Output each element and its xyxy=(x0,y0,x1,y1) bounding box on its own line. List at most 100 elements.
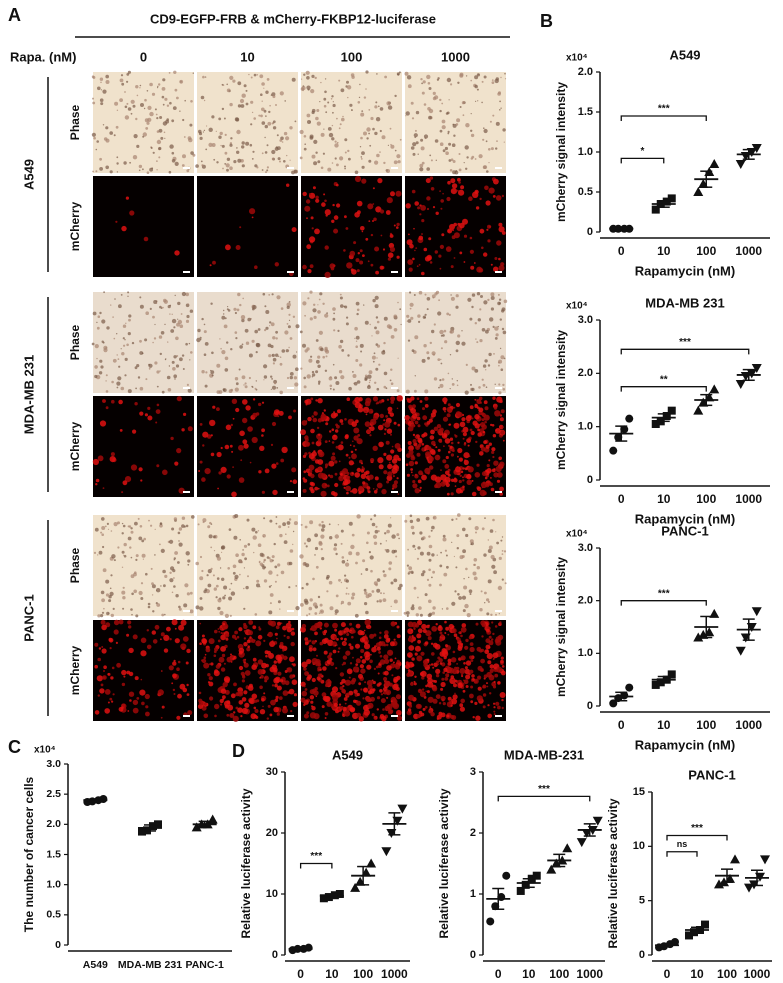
cell-speck xyxy=(303,385,307,389)
cell-speck xyxy=(353,699,357,703)
cell-speck xyxy=(363,588,367,592)
cell-speck xyxy=(263,375,268,379)
cell-speck xyxy=(305,420,308,423)
x-tick-label: 100 xyxy=(717,967,737,981)
cell-speck xyxy=(302,89,304,92)
data-point xyxy=(730,854,740,864)
cell-speck xyxy=(117,546,120,549)
cell-speck xyxy=(312,417,318,423)
cell-speck xyxy=(249,636,252,639)
cell-speck xyxy=(414,548,416,550)
cell-speck xyxy=(126,343,129,347)
cell-speck xyxy=(97,657,101,662)
cell-speck xyxy=(330,98,333,100)
cell-speck xyxy=(473,262,476,264)
cell-speck xyxy=(363,96,367,99)
scale-bar xyxy=(495,715,502,717)
cell-speck xyxy=(223,117,226,120)
cell-speck xyxy=(154,554,156,556)
cell-speck xyxy=(158,156,161,159)
cell-speck xyxy=(203,129,206,132)
cell-speck xyxy=(382,717,385,720)
cell-speck xyxy=(287,691,291,694)
cell-speck xyxy=(491,447,496,452)
cell-speck xyxy=(384,75,387,79)
cell-speck xyxy=(421,82,423,85)
cell-speck xyxy=(303,667,307,671)
cell-speck xyxy=(136,697,140,700)
cell-speck xyxy=(255,640,262,647)
cell-speck xyxy=(428,568,431,572)
cell-speck xyxy=(92,170,94,173)
cell-speck xyxy=(325,683,329,688)
cell-speck xyxy=(269,713,273,717)
cell-speck xyxy=(150,147,153,149)
cell-speck xyxy=(355,335,360,340)
cell-speck xyxy=(261,121,266,125)
cell-speck xyxy=(379,209,385,214)
cell-speck xyxy=(417,153,419,155)
cell-speck xyxy=(478,268,484,273)
cell-speck xyxy=(337,524,340,526)
cell-speck xyxy=(444,340,448,344)
cell-speck xyxy=(462,218,468,225)
micrograph-bg xyxy=(405,72,506,173)
cell-speck xyxy=(155,113,158,116)
cell-speck xyxy=(438,658,443,663)
cell-speck xyxy=(441,677,445,681)
x-tick-label: 0 xyxy=(297,967,304,981)
cell-speck xyxy=(486,612,490,616)
cell-speck xyxy=(500,539,503,542)
cell-speck xyxy=(351,269,357,275)
cell-speck xyxy=(364,320,369,325)
cell-speck xyxy=(288,346,290,349)
cell-speck xyxy=(257,530,260,532)
cell-speck xyxy=(450,478,455,482)
cell-speck xyxy=(252,150,255,153)
cell-speck xyxy=(252,398,256,401)
cell-speck xyxy=(359,343,364,348)
cell-speck xyxy=(124,476,132,483)
cell-speck xyxy=(439,190,441,193)
cell-speck xyxy=(102,89,107,94)
cell-speck xyxy=(397,73,400,76)
cell-speck xyxy=(143,236,149,242)
cell-speck xyxy=(278,525,282,529)
cell-speck xyxy=(393,224,396,227)
cell-speck xyxy=(390,143,392,146)
cell-speck xyxy=(259,562,264,566)
cell-speck xyxy=(493,472,499,478)
cell-speck xyxy=(332,111,334,114)
cell-speck xyxy=(120,348,122,350)
cell-speck xyxy=(125,322,127,324)
cell-speck xyxy=(164,323,166,326)
cell-speck xyxy=(245,102,249,106)
cell-speck xyxy=(203,702,207,706)
cell-speck xyxy=(371,713,375,717)
cell-speck xyxy=(318,330,323,335)
cell-speck xyxy=(289,372,294,376)
cell-speck xyxy=(216,363,221,368)
cell-speck xyxy=(305,199,311,204)
cell-speck xyxy=(286,154,288,157)
y-tick-label: 3 xyxy=(470,766,476,778)
cell-speck xyxy=(497,634,504,641)
cell-speck xyxy=(144,98,147,102)
cell-speck xyxy=(212,260,216,265)
cell-speck xyxy=(361,462,363,465)
cell-speck xyxy=(306,113,311,118)
cell-speck xyxy=(309,317,313,321)
cell-speck xyxy=(360,112,365,117)
cell-speck xyxy=(487,364,491,367)
cell-speck xyxy=(457,682,463,689)
cell-speck xyxy=(396,395,403,402)
cell-speck xyxy=(490,307,494,311)
y-tick-label: 2.0 xyxy=(578,595,593,607)
cell-speck xyxy=(102,568,107,573)
cell-speck xyxy=(484,517,486,519)
cell-speck xyxy=(336,638,339,641)
cell-speck xyxy=(132,104,136,108)
cell-speck xyxy=(130,527,133,530)
cell-speck xyxy=(344,151,347,154)
x-tick-label: 10 xyxy=(690,967,704,981)
